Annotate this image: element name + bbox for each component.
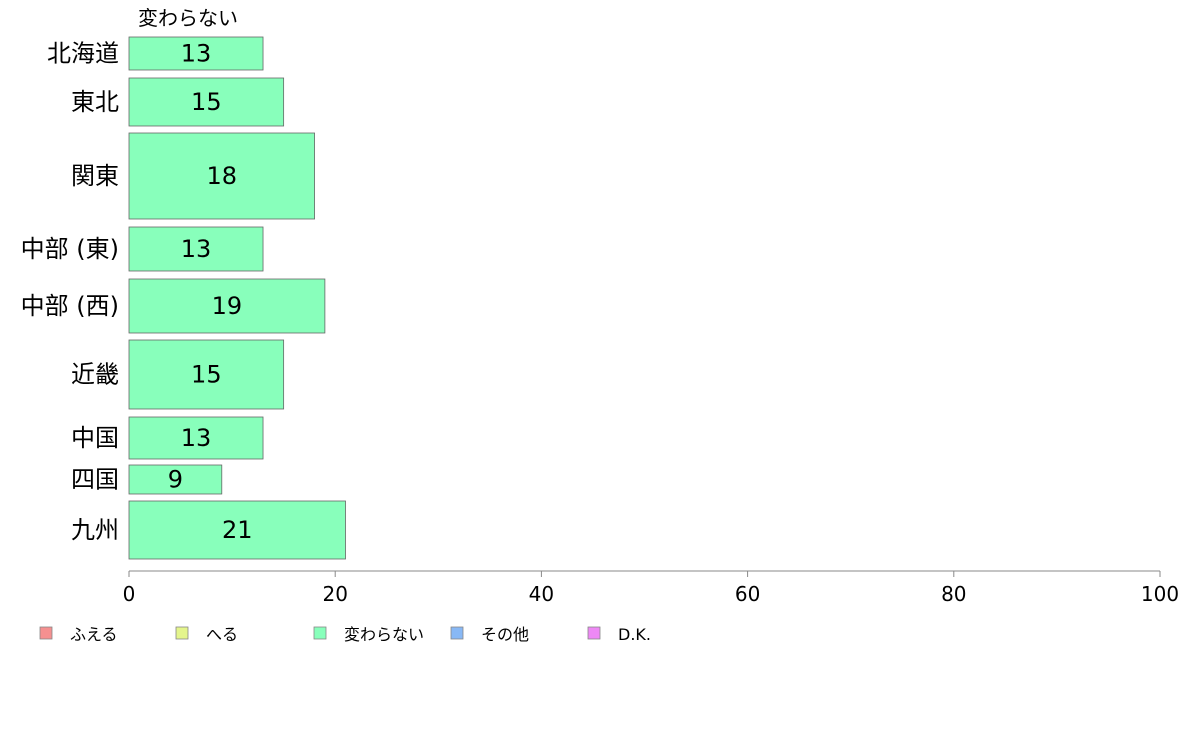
category-label: 中部 (西): [21, 292, 119, 320]
series-title: 変わらない: [138, 6, 238, 30]
bar-value-label: 13: [181, 235, 212, 263]
bar-value-label: 9: [168, 466, 183, 494]
x-tick-label: 100: [1141, 582, 1179, 606]
bar-value-label: 18: [207, 162, 238, 190]
x-tick-label: 20: [322, 582, 347, 606]
legend-swatch: [175, 626, 189, 640]
bars-group: 北海道 13 東北 15 関東 18 中部 (東) 13 中部 (西) 19 近畿 15 中国 13 四国 9…: [21, 36, 346, 560]
x-axis: 0 20 40 60 80 100: [123, 570, 1179, 606]
bar-value-label: 15: [191, 88, 222, 116]
category-label: 九州: [71, 516, 119, 544]
legend-label: へる: [206, 625, 238, 644]
bar-value-label: 15: [191, 361, 222, 389]
bar-value-label: 13: [181, 424, 212, 452]
category-label: 東北: [71, 88, 119, 116]
category-label: 近畿: [71, 361, 119, 389]
bar: [128, 226, 264, 272]
bar: [128, 278, 326, 334]
bar-value-label: 21: [222, 516, 253, 544]
legend-swatch: [313, 626, 327, 640]
legend-swatch: [587, 626, 601, 640]
category-label: 中国: [71, 424, 119, 452]
bar: [128, 339, 285, 410]
bar-value-label: 19: [212, 292, 243, 320]
x-tick-label: 0: [123, 582, 136, 606]
legend-label: その他: [481, 625, 529, 644]
x-tick-label: 80: [941, 582, 966, 606]
x-tick-label: 60: [735, 582, 760, 606]
bar: [128, 500, 346, 560]
category-label: 関東: [71, 162, 119, 190]
legend-label: ふえる: [70, 625, 118, 644]
category-label: 北海道: [47, 40, 119, 68]
legend-swatch: [450, 626, 464, 640]
bar: [128, 464, 223, 495]
bar: [128, 416, 264, 460]
legend-label: 変わらない: [344, 625, 424, 644]
x-tick-label: 40: [529, 582, 554, 606]
legend-swatch: [39, 626, 53, 640]
legend: ふえる へる 変わらない その他 D.K.: [39, 625, 651, 644]
bar: [128, 77, 285, 127]
category-label: 四国: [71, 466, 119, 494]
bar: [128, 132, 315, 220]
bar-value-label: 13: [181, 40, 212, 68]
category-label: 中部 (東): [21, 235, 119, 263]
bar: [128, 36, 264, 71]
legend-label: D.K.: [618, 625, 651, 644]
